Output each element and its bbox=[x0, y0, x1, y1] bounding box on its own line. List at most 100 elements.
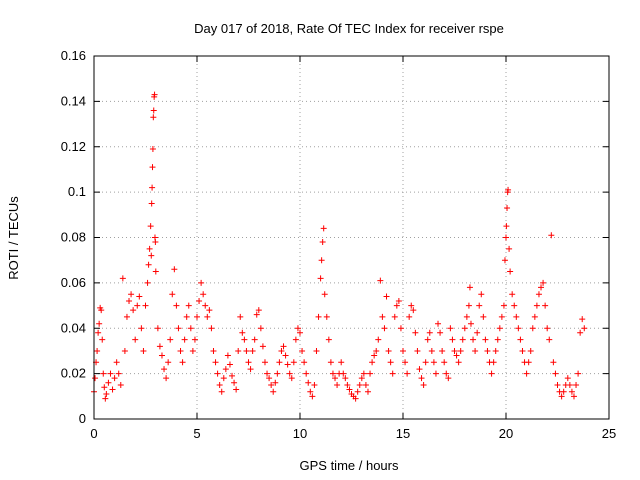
x-tick-label: 10 bbox=[293, 426, 307, 441]
data-point bbox=[410, 307, 417, 314]
x-tick-label: 20 bbox=[499, 426, 513, 441]
data-point bbox=[266, 375, 273, 382]
data-point bbox=[451, 347, 458, 354]
data-point bbox=[235, 347, 242, 354]
data-point bbox=[414, 347, 421, 354]
data-point bbox=[309, 393, 316, 400]
data-point bbox=[527, 347, 534, 354]
data-point bbox=[504, 205, 511, 212]
data-point bbox=[412, 329, 419, 336]
data-point bbox=[511, 302, 518, 309]
data-point bbox=[400, 347, 406, 354]
data-point bbox=[503, 234, 509, 241]
data-point bbox=[146, 245, 153, 252]
data-point bbox=[570, 393, 577, 400]
data-point bbox=[105, 379, 112, 386]
data-point bbox=[117, 381, 124, 388]
data-point bbox=[286, 370, 293, 377]
data-point bbox=[503, 223, 510, 230]
data-point bbox=[496, 325, 503, 332]
data-point bbox=[533, 302, 540, 309]
data-point bbox=[268, 381, 275, 388]
data-point bbox=[466, 284, 473, 291]
data-point bbox=[253, 311, 260, 318]
data-point bbox=[307, 388, 314, 395]
data-point bbox=[513, 313, 520, 320]
data-point bbox=[465, 302, 472, 309]
data-point bbox=[459, 336, 466, 343]
data-point bbox=[340, 370, 347, 377]
data-point bbox=[420, 381, 427, 388]
data-points bbox=[91, 91, 588, 402]
data-point bbox=[95, 329, 102, 336]
data-point bbox=[145, 261, 152, 268]
data-point bbox=[320, 225, 327, 232]
data-point bbox=[449, 336, 456, 343]
data-point bbox=[191, 336, 198, 343]
data-point bbox=[121, 347, 128, 354]
data-point bbox=[494, 336, 501, 343]
data-point bbox=[364, 388, 371, 395]
data-point bbox=[342, 375, 349, 382]
data-point bbox=[202, 302, 209, 309]
data-point bbox=[552, 370, 559, 377]
data-point bbox=[224, 352, 231, 359]
data-point bbox=[447, 325, 454, 332]
x-tick-label: 5 bbox=[193, 426, 200, 441]
x-tick-label: 25 bbox=[602, 426, 616, 441]
data-point bbox=[218, 388, 225, 395]
data-point bbox=[463, 313, 470, 320]
data-point bbox=[148, 200, 155, 207]
data-point bbox=[542, 302, 549, 309]
tick-layer bbox=[93, 55, 610, 420]
data-point bbox=[237, 313, 244, 320]
data-point bbox=[204, 313, 211, 320]
data-point bbox=[282, 352, 289, 359]
data-point bbox=[318, 257, 325, 264]
y-tick-label: 0.1 bbox=[68, 184, 86, 199]
y-tick-label: 0.16 bbox=[61, 48, 86, 63]
data-point bbox=[251, 336, 258, 343]
data-point bbox=[96, 320, 103, 327]
data-point bbox=[158, 352, 165, 359]
data-point bbox=[334, 381, 341, 388]
data-point bbox=[344, 381, 351, 388]
data-point bbox=[457, 347, 464, 354]
data-point bbox=[99, 336, 106, 343]
data-point bbox=[247, 366, 254, 373]
data-point bbox=[509, 291, 516, 298]
data-point bbox=[544, 325, 551, 332]
data-point bbox=[249, 347, 256, 354]
data-point bbox=[150, 114, 157, 121]
data-point bbox=[408, 302, 415, 309]
grid-layer bbox=[94, 56, 609, 419]
data-point bbox=[165, 359, 172, 366]
data-point bbox=[142, 302, 149, 309]
data-point bbox=[111, 375, 118, 382]
data-point bbox=[299, 347, 306, 354]
data-point bbox=[325, 336, 332, 343]
data-point bbox=[478, 291, 485, 298]
data-point bbox=[290, 359, 297, 366]
data-point bbox=[303, 370, 310, 377]
data-point bbox=[484, 347, 491, 354]
data-point bbox=[470, 336, 477, 343]
data-point bbox=[100, 370, 107, 377]
data-point bbox=[354, 388, 361, 395]
data-point bbox=[245, 359, 252, 366]
y-tick-label: 0.12 bbox=[61, 139, 86, 154]
data-point bbox=[560, 388, 567, 395]
data-point bbox=[356, 381, 363, 388]
data-point bbox=[214, 370, 221, 377]
data-point bbox=[315, 313, 322, 320]
data-point bbox=[231, 379, 238, 386]
data-point bbox=[183, 313, 190, 320]
data-point bbox=[169, 291, 176, 298]
data-point bbox=[261, 359, 268, 366]
y-tick-label: 0.04 bbox=[61, 320, 86, 335]
y-tick-label: 0.02 bbox=[61, 366, 86, 381]
data-point bbox=[144, 279, 151, 286]
data-point bbox=[426, 329, 433, 336]
data-point bbox=[274, 370, 281, 377]
data-point bbox=[126, 298, 133, 305]
